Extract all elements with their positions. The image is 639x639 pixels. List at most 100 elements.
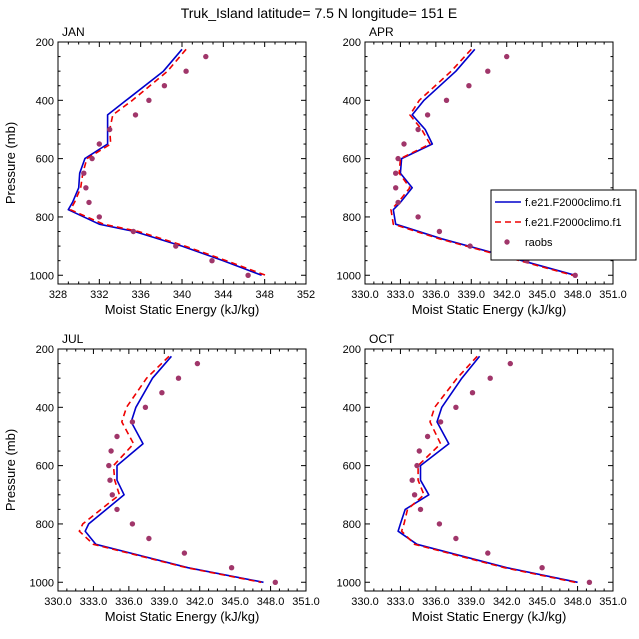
model-line-red-dashed	[69, 48, 266, 277]
legend-marker-raobs	[504, 239, 510, 245]
raobs-point	[183, 68, 189, 74]
y-tick-label: 600	[343, 461, 361, 473]
raobs-point	[108, 448, 114, 454]
x-axis-title: Moist Static Energy (kJ/kg)	[105, 609, 260, 624]
plot-data	[390, 48, 578, 278]
legend-label: f.e21.F2000climo.f1	[525, 217, 622, 229]
x-tick-label: 348	[255, 289, 273, 301]
x-tick-label: 351.0	[599, 596, 627, 608]
x-tick-label: 342.0	[493, 289, 521, 301]
raobs-point	[228, 565, 235, 571]
legend-label: f.e21.F2000climo.f1	[525, 197, 622, 209]
raobs-point	[175, 375, 182, 381]
plot-data	[78, 355, 278, 585]
raobs-point	[96, 141, 103, 147]
raobs-point	[159, 390, 165, 396]
model-line-blue	[392, 48, 576, 277]
raobs-point	[393, 170, 399, 176]
raobs-point	[437, 419, 444, 425]
x-tick-label: 336	[131, 289, 149, 301]
raobs-point	[415, 126, 421, 133]
y-tick-label: 200	[343, 37, 361, 49]
plot-data	[67, 48, 266, 278]
panel-title: JAN	[62, 25, 85, 39]
raobs-point	[142, 404, 149, 410]
x-tick-label: 351.0	[292, 596, 320, 608]
x-tick-label: 351.0	[599, 289, 627, 301]
raobs-point	[272, 579, 278, 585]
raobs-point	[417, 506, 424, 513]
x-axis-title: Moist Static Energy (kJ/kg)	[105, 302, 260, 317]
raobs-point	[114, 506, 120, 513]
x-tick-label: 332	[90, 289, 108, 301]
plot-frame	[57, 348, 307, 592]
raobs-point	[245, 272, 251, 278]
raobs-point	[572, 272, 578, 278]
raobs-point	[81, 170, 87, 176]
y-axis-title: Pressure (mb)	[3, 122, 18, 204]
raobs-point	[415, 214, 421, 220]
panel-apr: 330.0 333.0 336.0 339.0 342.0 345.0 348.0 351.0…	[337, 25, 627, 317]
raobs-point	[86, 199, 92, 206]
x-tick-label: 339.0	[458, 596, 486, 608]
legend: f.e21.F2000climo.f1 f.e21.F2000climo.f1 ra…	[490, 189, 637, 261]
raobs-point	[507, 360, 513, 367]
raobs-point	[96, 214, 103, 220]
y-tick-label: 1000	[30, 270, 54, 282]
x-tick-label: 333.0	[387, 596, 415, 608]
x-axis-title: Moist Static Energy (kJ/kg)	[412, 609, 567, 624]
y-tick-label: 200	[343, 344, 361, 356]
model-line-red-dashed	[400, 355, 576, 584]
raobs-point	[129, 521, 136, 527]
y-tick-label: 1000	[30, 577, 54, 589]
raobs-point	[393, 185, 399, 191]
x-tick-label: 345.0	[221, 596, 249, 608]
x-tick-label: 345.0	[528, 289, 556, 301]
y-tick-label: 800	[343, 212, 361, 224]
x-tick-label: 336.0	[422, 289, 450, 301]
plot-data	[397, 355, 593, 585]
y-tick-label: 800	[36, 519, 54, 531]
x-tick-label: 339.0	[151, 596, 179, 608]
raobs-point	[469, 390, 476, 396]
raobs-point	[409, 477, 415, 483]
panel-title: JUL	[62, 332, 84, 346]
raobs-point	[453, 404, 459, 410]
raobs-point	[485, 68, 491, 74]
raobs-point	[146, 535, 152, 542]
raobs-point	[411, 492, 418, 498]
raobs-point	[146, 97, 152, 104]
y-tick-label: 400	[343, 402, 361, 414]
x-tick-label: 344	[214, 289, 232, 301]
x-tick-label: 330.0	[44, 596, 72, 608]
panel-oct: 330.0 333.0 336.0 339.0 342.0 345.0 348.0 351.0…	[337, 332, 627, 624]
plot-frame	[57, 41, 307, 285]
raobs-point	[424, 112, 431, 118]
model-line-blue	[397, 355, 578, 584]
y-tick-label: 200	[36, 344, 54, 356]
raobs-point	[89, 155, 95, 162]
y-axis-title: Pressure (mb)	[3, 429, 18, 511]
x-tick-label: 333.0	[80, 596, 108, 608]
y-tick-label: 1000	[337, 270, 361, 282]
x-tick-label: 348.0	[564, 289, 592, 301]
raobs-point	[395, 155, 401, 162]
y-tick-label: 200	[36, 37, 54, 49]
raobs-point	[130, 228, 137, 235]
raobs-point	[209, 258, 215, 264]
raobs-point	[114, 433, 120, 440]
x-tick-label: 340	[173, 289, 191, 301]
panels: 328 332 336 340 344 348 352 200 400 600 800 1000 JAN…	[3, 25, 627, 624]
raobs-point	[173, 243, 179, 249]
x-tick-label: 348.0	[564, 596, 592, 608]
y-tick-label: 400	[36, 95, 54, 107]
x-axis-title: Moist Static Energy (kJ/kg)	[412, 302, 567, 317]
x-tick-label: 333.0	[387, 289, 415, 301]
y-tick-label: 1000	[337, 577, 361, 589]
raobs-point	[132, 112, 139, 118]
raobs-point	[395, 199, 401, 206]
x-tick-label: 339.0	[458, 289, 486, 301]
x-tick-label: 336.0	[115, 596, 143, 608]
x-tick-label: 342.0	[493, 596, 521, 608]
